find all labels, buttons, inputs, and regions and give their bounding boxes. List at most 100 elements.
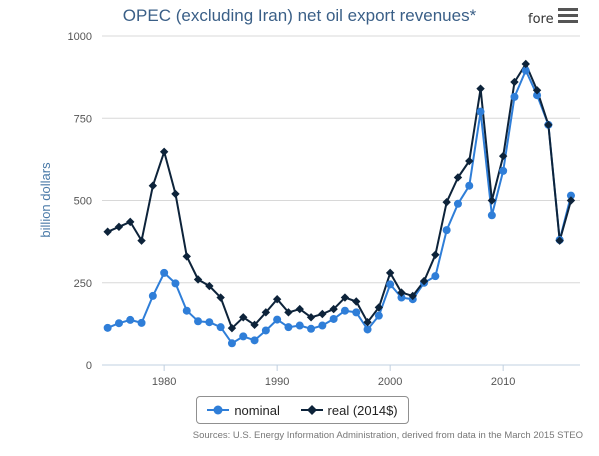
point-real[interactable] bbox=[148, 181, 158, 190]
point-nominal[interactable] bbox=[352, 308, 361, 317]
point-real[interactable] bbox=[431, 250, 440, 259]
point-real[interactable] bbox=[295, 304, 304, 314]
point-real[interactable] bbox=[239, 313, 248, 322]
point-nominal[interactable] bbox=[182, 306, 191, 315]
point-real[interactable] bbox=[419, 276, 429, 286]
point-nominal[interactable] bbox=[363, 325, 372, 334]
point-nominal[interactable] bbox=[442, 226, 451, 235]
point-real[interactable] bbox=[453, 173, 463, 182]
point-nominal[interactable] bbox=[261, 326, 270, 335]
point-real[interactable] bbox=[193, 275, 203, 284]
point-real[interactable] bbox=[487, 196, 497, 205]
point-real[interactable] bbox=[126, 217, 135, 227]
point-real[interactable] bbox=[340, 293, 350, 302]
brand-logo: fore bbox=[528, 12, 554, 27]
point-real[interactable] bbox=[171, 189, 180, 199]
point-real[interactable] bbox=[137, 236, 146, 245]
point-real[interactable] bbox=[442, 197, 451, 207]
point-nominal[interactable] bbox=[171, 279, 180, 288]
point-nominal[interactable] bbox=[487, 211, 496, 220]
x-tick-label: 2010 bbox=[491, 376, 515, 388]
point-nominal[interactable] bbox=[533, 91, 542, 100]
point-real[interactable] bbox=[532, 86, 542, 95]
y-axis-label: billion dollars bbox=[38, 162, 53, 238]
legend-item-nominal[interactable]: nominal bbox=[207, 403, 280, 418]
point-real[interactable] bbox=[250, 320, 259, 330]
menu-icon[interactable] bbox=[558, 8, 578, 26]
source-note: Sources: U.S. Energy Information Adminis… bbox=[192, 430, 583, 441]
point-real[interactable] bbox=[159, 147, 169, 157]
point-nominal[interactable] bbox=[431, 272, 440, 281]
point-nominal[interactable] bbox=[465, 181, 474, 190]
point-real[interactable] bbox=[498, 151, 508, 161]
point-nominal[interactable] bbox=[103, 323, 112, 332]
point-nominal[interactable] bbox=[216, 323, 225, 332]
point-real[interactable] bbox=[182, 252, 191, 261]
point-real[interactable] bbox=[284, 308, 293, 317]
point-nominal[interactable] bbox=[126, 315, 135, 324]
point-real[interactable] bbox=[521, 59, 530, 69]
point-nominal[interactable] bbox=[227, 339, 236, 348]
legend-real-swatch bbox=[300, 405, 323, 415]
point-nominal[interactable] bbox=[318, 321, 327, 330]
y-axis: 0 250 500 750 1000 bbox=[68, 31, 92, 372]
point-real[interactable] bbox=[465, 156, 474, 166]
point-nominal[interactable] bbox=[374, 311, 383, 320]
point-real[interactable] bbox=[318, 309, 327, 319]
point-nominal[interactable] bbox=[239, 332, 248, 341]
y-tick-label: 0 bbox=[86, 360, 92, 372]
point-real[interactable] bbox=[103, 227, 112, 236]
point-nominal[interactable] bbox=[114, 319, 123, 328]
point-nominal[interactable] bbox=[148, 291, 157, 300]
point-nominal[interactable] bbox=[453, 199, 462, 208]
point-nominal[interactable] bbox=[397, 293, 406, 302]
point-nominal[interactable] bbox=[160, 268, 169, 277]
legend-label-real: real (2014$) bbox=[327, 402, 398, 418]
point-nominal[interactable] bbox=[137, 318, 146, 327]
point-nominal[interactable] bbox=[476, 107, 485, 116]
legend-nominal-swatch bbox=[207, 405, 230, 415]
point-real[interactable] bbox=[476, 84, 485, 93]
chart-title: OPEC (excluding Iran) net oil export rev… bbox=[122, 6, 477, 25]
point-real[interactable] bbox=[205, 281, 214, 291]
point-real[interactable] bbox=[555, 236, 564, 245]
point-nominal[interactable] bbox=[521, 66, 530, 75]
point-nominal[interactable] bbox=[307, 324, 316, 333]
point-real[interactable] bbox=[544, 120, 553, 130]
grid-lines bbox=[102, 35, 580, 366]
point-nominal[interactable] bbox=[205, 318, 214, 327]
point-real[interactable] bbox=[272, 295, 282, 304]
point-real[interactable] bbox=[216, 293, 225, 302]
point-nominal[interactable] bbox=[194, 317, 203, 326]
point-nominal[interactable] bbox=[510, 92, 519, 101]
point-real[interactable] bbox=[306, 313, 316, 322]
point-nominal[interactable] bbox=[273, 315, 282, 324]
series-group bbox=[103, 59, 576, 348]
point-real[interactable] bbox=[363, 318, 372, 327]
point-real[interactable] bbox=[352, 297, 361, 306]
point-real[interactable] bbox=[227, 323, 237, 333]
point-nominal[interactable] bbox=[295, 321, 304, 330]
point-nominal[interactable] bbox=[499, 166, 508, 175]
point-nominal[interactable] bbox=[566, 191, 575, 200]
point-real[interactable] bbox=[385, 268, 395, 278]
point-real[interactable] bbox=[397, 288, 406, 297]
point-nominal[interactable] bbox=[250, 336, 259, 345]
point-real[interactable] bbox=[408, 291, 417, 301]
point-nominal[interactable] bbox=[340, 306, 349, 315]
x-tick-label: 2000 bbox=[378, 376, 402, 388]
point-real[interactable] bbox=[566, 196, 576, 205]
legend-item-real[interactable]: real (2014$) bbox=[300, 402, 398, 418]
point-real[interactable] bbox=[374, 303, 384, 312]
x-tick-label: 1980 bbox=[152, 376, 176, 388]
series-line-nominal bbox=[107, 69, 572, 345]
point-real[interactable] bbox=[261, 308, 271, 317]
point-real[interactable] bbox=[114, 222, 124, 232]
legend: nominal real (2014$) bbox=[196, 396, 409, 424]
point-nominal[interactable] bbox=[284, 323, 293, 332]
point-real[interactable] bbox=[510, 77, 519, 87]
point-nominal[interactable] bbox=[386, 280, 395, 289]
point-nominal[interactable] bbox=[329, 314, 338, 323]
point-real[interactable] bbox=[329, 304, 338, 314]
